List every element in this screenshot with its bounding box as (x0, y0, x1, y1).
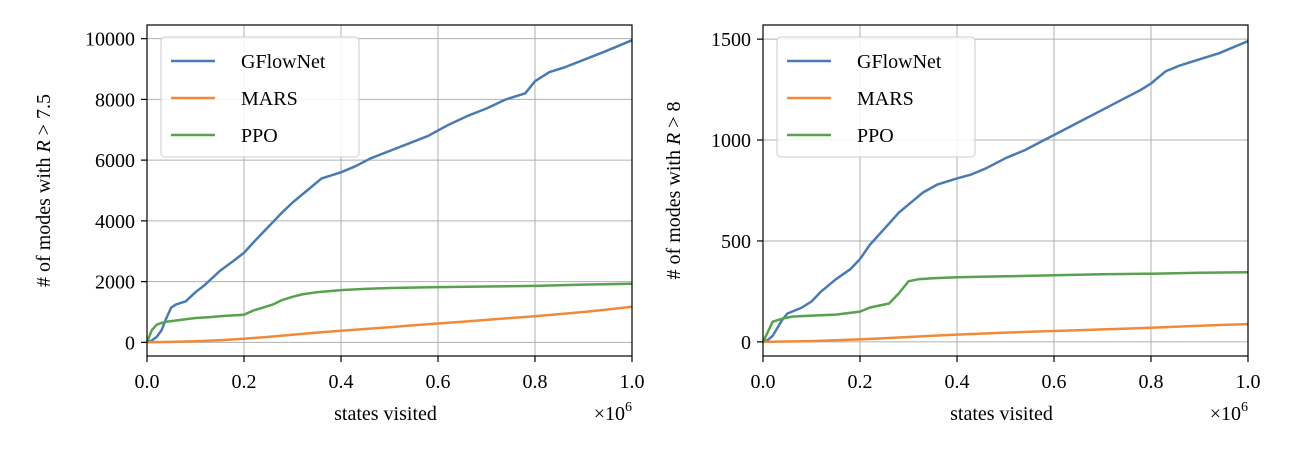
series-line-mars (146, 305, 633, 344)
series-line-ppo (761, 270, 1249, 343)
y-label-prefix: # of modes with (663, 145, 685, 279)
y-tick-label: 6000 (95, 150, 135, 172)
legend-label-ppo: PPO (241, 125, 278, 147)
x-tick-label: 1.0 (1236, 371, 1261, 393)
y-label-variable: R (663, 133, 685, 146)
x-tick-label: 0.2 (848, 371, 873, 393)
x-axis-multiplier: ×106 (594, 400, 632, 425)
y-label-prefix: # of modes with (33, 153, 55, 287)
x-tick-label: 0.2 (232, 371, 257, 393)
x-tick-label: 0.0 (135, 371, 160, 393)
series-line-gflownet (762, 39, 1249, 344)
x-axis-label: states visited (950, 403, 1053, 425)
series-line-gflownet (146, 39, 633, 344)
legend-label-gflownet: GFlowNet (241, 51, 326, 73)
y-tick-label: 1000 (711, 130, 751, 152)
chart-right: 0.0 0.2 0.4 0.6 0.8 1.0 0 500 1000 1500 states vis… (663, 24, 1261, 425)
x-tick-label: 0.8 (523, 371, 548, 393)
y-tick-label: 500 (721, 231, 751, 253)
x-multiplier-exponent: 6 (625, 400, 632, 415)
axes-frame (762, 24, 1249, 357)
y-label-suffix: > 7.5 (33, 94, 55, 140)
y-tick-label: 0 (125, 332, 135, 354)
x-multiplier-base: ×10 (1210, 403, 1241, 425)
legend-box (776, 36, 976, 158)
y-tick-label: 2000 (95, 272, 135, 294)
x-tick-label: 0.0 (751, 371, 776, 393)
y-tick-label: 1500 (711, 29, 751, 51)
x-tick-label: 0.6 (426, 371, 451, 393)
legend-label-mars: MARS (857, 88, 914, 110)
legend-label-ppo: PPO (857, 125, 894, 147)
y-tick-label: 10000 (85, 29, 135, 51)
y-label-suffix: > 8 (663, 102, 685, 133)
legend-label-mars: MARS (241, 88, 298, 110)
y-tick-label: 4000 (95, 211, 135, 233)
legend-label-gflownet: GFlowNet (857, 51, 942, 73)
axes-frame (146, 24, 633, 357)
x-tick-label: 0.6 (1042, 371, 1067, 393)
x-tick-label: 0.4 (945, 371, 970, 393)
x-axis-label: states visited (334, 403, 437, 425)
series-line-ppo (145, 282, 633, 343)
x-tick-label: 1.0 (620, 371, 645, 393)
series-line-mars (762, 322, 1249, 344)
x-axis-multiplier: ×106 (1210, 400, 1248, 425)
x-tick-label: 0.4 (329, 371, 354, 393)
y-axis-label: # of modes with R > 7.5 (33, 94, 55, 287)
y-label-variable: R (33, 140, 55, 153)
y-axis-label: # of modes with R > 8 (663, 102, 685, 280)
x-tick-label: 0.8 (1139, 371, 1164, 393)
y-tick-label: 0 (741, 332, 751, 354)
x-multiplier-exponent: 6 (1241, 400, 1248, 415)
legend-box (160, 36, 360, 158)
chart-left: 0.0 0.2 0.4 0.6 0.8 1.0 0 2000 4000 6000 8000 10000… (33, 24, 645, 425)
x-multiplier-base: ×10 (594, 403, 625, 425)
y-tick-label: 8000 (95, 89, 135, 111)
